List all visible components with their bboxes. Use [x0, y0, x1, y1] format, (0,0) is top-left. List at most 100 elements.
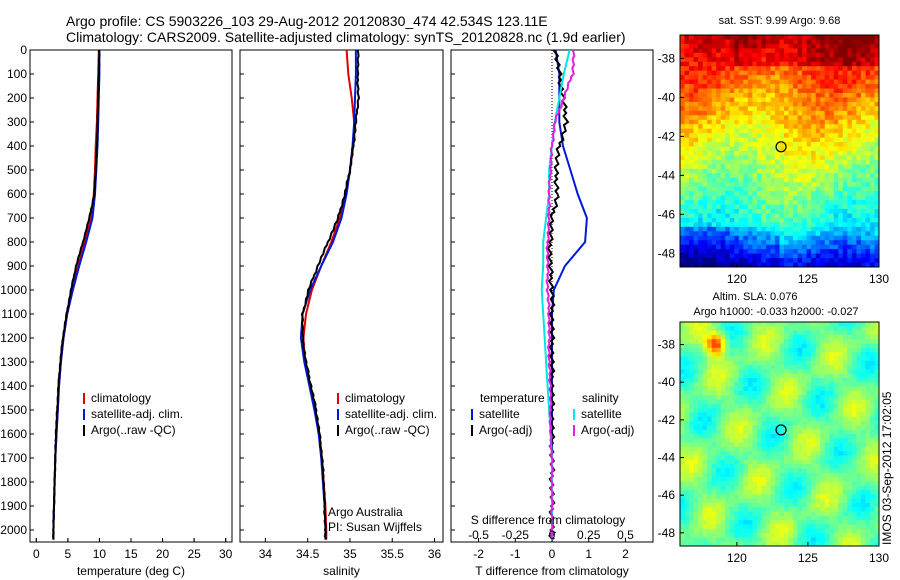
sst-map-cell [711, 124, 717, 130]
sst-map-cell [702, 159, 708, 165]
sst-map-cell [865, 226, 871, 232]
sst-map-cell [734, 52, 740, 58]
sla-map-cell [869, 537, 875, 543]
sla-map-cell [784, 442, 789, 448]
sla-map-cell [815, 464, 821, 469]
secondary-tick-label: -0.25 [502, 528, 530, 542]
sla-map-cell [693, 459, 699, 465]
sla-map-cell [752, 425, 758, 431]
sla-map-cell [784, 382, 789, 388]
sla-map-cell [738, 416, 744, 422]
sst-map-cell [698, 52, 704, 58]
sla-map-cell [765, 468, 771, 474]
sla-map-cell [856, 395, 862, 400]
sst-map-cell [680, 133, 685, 139]
sla-map-cell [851, 322, 857, 327]
sla-map-cell [784, 464, 789, 469]
sla-map-cell [860, 386, 866, 392]
sla-map-cell [752, 434, 758, 439]
sst-map-cell [720, 57, 726, 63]
sla-map-cell [761, 373, 767, 379]
sst-map-cell [747, 35, 753, 40]
sst-map-cell [815, 186, 821, 192]
sla-map-cell [847, 455, 853, 461]
sla-map-cell [874, 429, 880, 435]
sla-map-cell [802, 326, 808, 332]
sla-map-cell [793, 507, 798, 512]
sla-map-cell [725, 438, 731, 444]
sla-map-cell [815, 347, 821, 353]
sla-map-cell [833, 360, 839, 366]
sst-map-cell [761, 182, 767, 188]
sla-map-cell [689, 528, 694, 534]
sst-map-cell [806, 182, 812, 188]
sst-map-cell [788, 244, 794, 250]
sst-map-cell [842, 35, 848, 40]
sla-map-cell [847, 468, 853, 474]
sla-map-cell [874, 498, 880, 504]
sla-map-cell [770, 472, 776, 478]
sst-map-cell [693, 101, 699, 107]
sst-map-cell [806, 84, 812, 89]
sst-map-cell [793, 35, 798, 40]
sst-map-cell [734, 173, 740, 179]
sst-map-cell [784, 168, 789, 174]
sla-map-cell [756, 403, 762, 409]
sla-map-cell [856, 356, 862, 362]
sst-map-cell [784, 97, 789, 103]
sla-map-cell [738, 369, 744, 375]
sst-map-cell [802, 146, 808, 152]
sla-map-cell [702, 343, 708, 349]
sla-map-cell [765, 343, 771, 349]
sst-map-cell [720, 226, 726, 232]
sst-map-cell [689, 61, 694, 67]
sla-map-cell [711, 468, 717, 474]
sla-map-cell [756, 390, 762, 396]
sla-map-cell [711, 326, 717, 332]
sst-map-cell [765, 249, 771, 255]
sla-map-cell [770, 438, 776, 444]
sst-map-cell [747, 195, 753, 201]
sla-map-cell [802, 468, 808, 474]
sst-map-cell [765, 39, 771, 45]
sla-map-cell [793, 464, 798, 469]
sst-map-cell [833, 155, 839, 161]
depth-tick-label: 1800 [0, 475, 27, 489]
sst-map-cell [842, 61, 848, 67]
sst-map-cell [743, 48, 749, 54]
sst-map-cell [842, 133, 848, 139]
sst-map-cell [842, 70, 848, 76]
sst-map-cell [788, 249, 794, 255]
sst-map-cell [860, 186, 866, 192]
sla-map-cell [765, 524, 771, 530]
sla-map-cell [874, 502, 880, 508]
sla-map-cell [725, 455, 731, 461]
sst-map-cell [698, 186, 704, 192]
sla-map-cell [725, 477, 731, 482]
sst-map-cell [851, 213, 857, 219]
sla-map-cell [761, 541, 767, 547]
sst-map-cell [806, 231, 812, 237]
sst-map-cell [684, 70, 690, 76]
sst-map-cell [838, 222, 844, 228]
sst-map-cell [689, 146, 694, 152]
sst-map-cell [865, 168, 871, 174]
sla-map-cell [788, 490, 794, 495]
sst-map-cell [761, 133, 767, 139]
sla-map-cell [802, 399, 808, 405]
sst-map-cell [824, 182, 830, 188]
sla-map-cell [698, 416, 704, 422]
sst-map-cell [820, 235, 826, 241]
sla-map-cell [829, 494, 835, 500]
sla-map-cell [747, 528, 753, 534]
sla-map-cell [752, 502, 758, 508]
temperature-line-2 [51, 50, 101, 540]
sla-map-cell [684, 481, 690, 487]
sst-map-cell [865, 93, 871, 98]
sla-map-cell [729, 533, 735, 538]
sst-map-cell [689, 258, 694, 263]
sla-map-cell [811, 339, 817, 344]
sst-map-cell [743, 151, 749, 156]
sla-map-cell [811, 477, 817, 482]
sla-map-cell [734, 438, 740, 444]
